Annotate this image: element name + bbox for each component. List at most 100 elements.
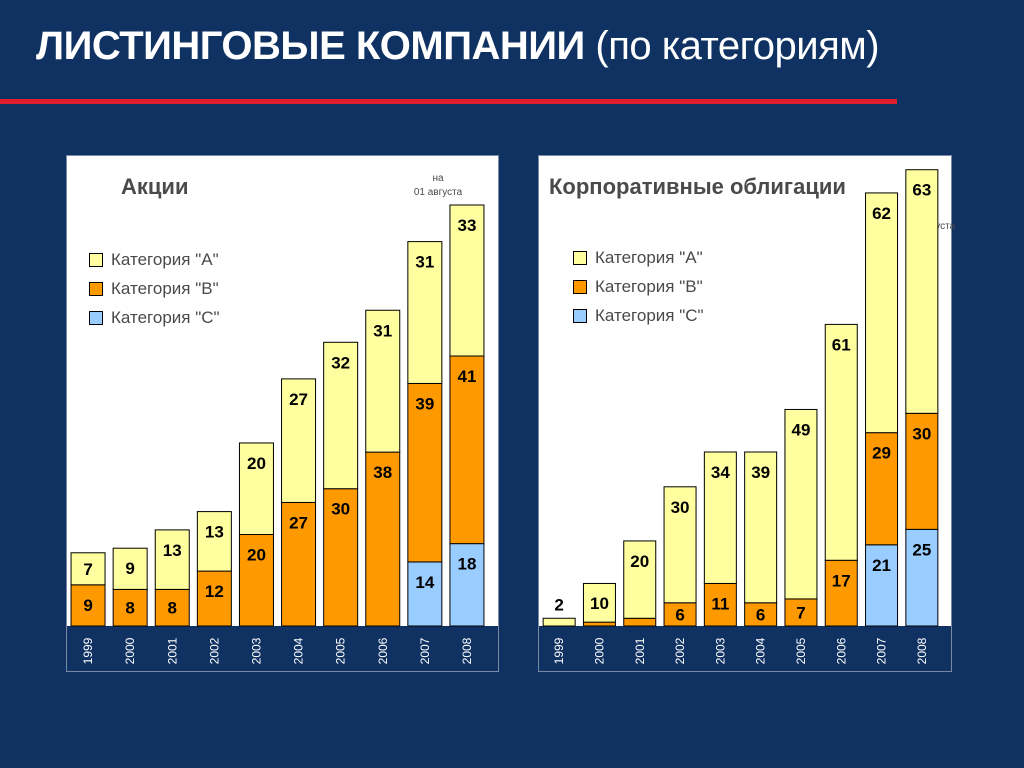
bar-b-2000 [582, 621, 616, 627]
asof-note: на 01 августа [398, 172, 478, 200]
data-label-a-2005: 49 [791, 420, 810, 439]
x-tick-label: 2000 [592, 637, 606, 664]
legend-item-a: Категория "A" [573, 243, 704, 272]
legend-swatch-c [573, 308, 587, 323]
data-label-a-2007: 31 [415, 253, 434, 272]
data-label-a-2001: 20 [630, 552, 649, 571]
slide-title-main: ЛИСТИНГОВЫЕ КОМПАНИИ [36, 24, 585, 68]
bar-a-2007 [407, 241, 443, 384]
bar-c-2008 [905, 528, 939, 627]
x-axis-band [67, 626, 498, 671]
legend-label-b: Категория "B" [111, 278, 219, 298]
legend-label-a: Категория "A" [595, 247, 703, 267]
legend-item-c: Категория "C" [573, 301, 704, 330]
bar-b-2008 [905, 412, 939, 530]
bar-chart-shares: 9 7 1999 8 9 2000 8 13 2001 12 13 2002 20 20 2003 27 27 2… [67, 204, 498, 671]
x-tick-label: 2008 [460, 637, 474, 664]
bar-b-2008 [449, 355, 485, 545]
legend-item-b: Категория "B" [573, 272, 704, 301]
legend-swatch-c [89, 310, 103, 325]
bar-a-2005 [784, 408, 818, 600]
data-label-b-2006: 38 [373, 463, 392, 482]
data-label-a-2000: 10 [590, 594, 609, 613]
x-tick-label: 2005 [334, 637, 348, 664]
data-label-a-2003: 34 [711, 463, 730, 482]
chart-title: Акции [121, 174, 189, 199]
legend-item-a: Категория "A" [89, 245, 220, 274]
data-label-b-2007: 39 [415, 394, 434, 413]
data-label-a-2003: 20 [247, 454, 266, 473]
data-label-b-2008: 41 [457, 367, 476, 386]
bar-c-2008 [449, 543, 485, 627]
bar-a-2001 [154, 529, 190, 590]
data-label-a-2002: 30 [671, 498, 690, 517]
data-label-c-2008: 25 [912, 540, 931, 559]
bar-a-2000 [582, 582, 616, 623]
data-label-b-1999: 9 [83, 596, 92, 615]
bar-chart-bonds: 2199911020002202001630200211342003639200… [539, 169, 951, 671]
bar-b-2000 [112, 588, 148, 627]
data-label-a-2006: 31 [373, 321, 392, 340]
bar-b-2005 [784, 598, 818, 627]
data-label-a-2005: 32 [331, 353, 350, 372]
data-label-b-2005: 30 [331, 500, 350, 519]
data-label-b-2008: 30 [912, 424, 931, 443]
x-tick-label: 2007 [875, 637, 889, 664]
bar-b-2007 [865, 432, 899, 546]
bar-b-2004 [281, 501, 317, 627]
x-tick-label: 2007 [418, 637, 432, 664]
x-tick-label: 2004 [754, 637, 768, 664]
x-tick-label: 2003 [713, 637, 727, 664]
x-tick-label: 2006 [376, 637, 390, 664]
bar-a-2000 [112, 547, 148, 590]
x-tick-label: 2008 [915, 637, 929, 664]
x-tick-label: 1999 [552, 637, 566, 664]
bar-a-2004 [744, 451, 778, 604]
x-tick-label: 2005 [794, 637, 808, 664]
chart-panel-bonds: Корпоративные облигации на 01 августа Ка… [538, 155, 955, 672]
data-label-b-2002: 6 [675, 605, 684, 624]
bar-a-2007 [865, 192, 899, 434]
bar-a-2002 [663, 486, 697, 604]
legend-label-b: Категория "B" [595, 276, 703, 296]
chart-title: Корпоративные облигации [549, 174, 846, 199]
x-tick-label: 2001 [633, 637, 647, 664]
x-tick-label: 2004 [292, 637, 306, 664]
bar-b-2003 [238, 533, 274, 627]
slide-title: ЛИСТИНГОВЫЕ КОМПАНИИ (по категориям) [36, 24, 880, 69]
data-label-a-2004: 27 [289, 390, 308, 409]
bar-a-2006 [365, 309, 401, 453]
x-tick-label: 2006 [834, 637, 848, 664]
bar-a-2003 [238, 442, 274, 535]
slide-title-sub: (по категориям) [595, 24, 880, 68]
bar-a-2003 [703, 451, 737, 584]
legend-item-c: Категория "C" [89, 303, 220, 332]
data-label-b-2003: 20 [247, 545, 266, 564]
asof-line-2: 01 августа [413, 187, 463, 198]
data-label-a-2007: 62 [872, 204, 891, 223]
bar-b-2006 [365, 451, 401, 627]
chart-legend: Категория "A" Категория "B" Категория "C… [573, 243, 704, 330]
data-label-b-2005: 7 [796, 603, 805, 622]
bar-a-2001 [623, 540, 657, 619]
x-axis-band [539, 626, 951, 671]
asof-line-1: на [432, 173, 444, 184]
bar-a-2008 [449, 204, 485, 357]
data-label-a-2008: 33 [457, 216, 476, 235]
data-label-b-2002: 12 [205, 582, 224, 601]
chart-legend: Категория "A" Категория "B" Категория "C… [89, 245, 220, 332]
bar-b-2001 [623, 617, 657, 627]
legend-label-a: Категория "A" [111, 249, 219, 269]
data-label-b-2000: 8 [125, 599, 134, 618]
data-label-a-2001: 13 [163, 541, 182, 560]
data-label-a-2004: 39 [751, 463, 770, 482]
data-label-a-2002: 13 [205, 523, 224, 542]
data-label-a-1999: 2 [554, 595, 563, 614]
bar-a-2004 [281, 378, 317, 503]
data-label-b-2007: 29 [872, 444, 891, 463]
data-label-c-2007: 21 [872, 556, 891, 575]
legend-swatch-a [89, 252, 103, 267]
data-label-a-2006: 61 [832, 335, 851, 354]
bar-a-1999 [542, 617, 576, 627]
data-label-c-2008: 18 [457, 555, 476, 574]
